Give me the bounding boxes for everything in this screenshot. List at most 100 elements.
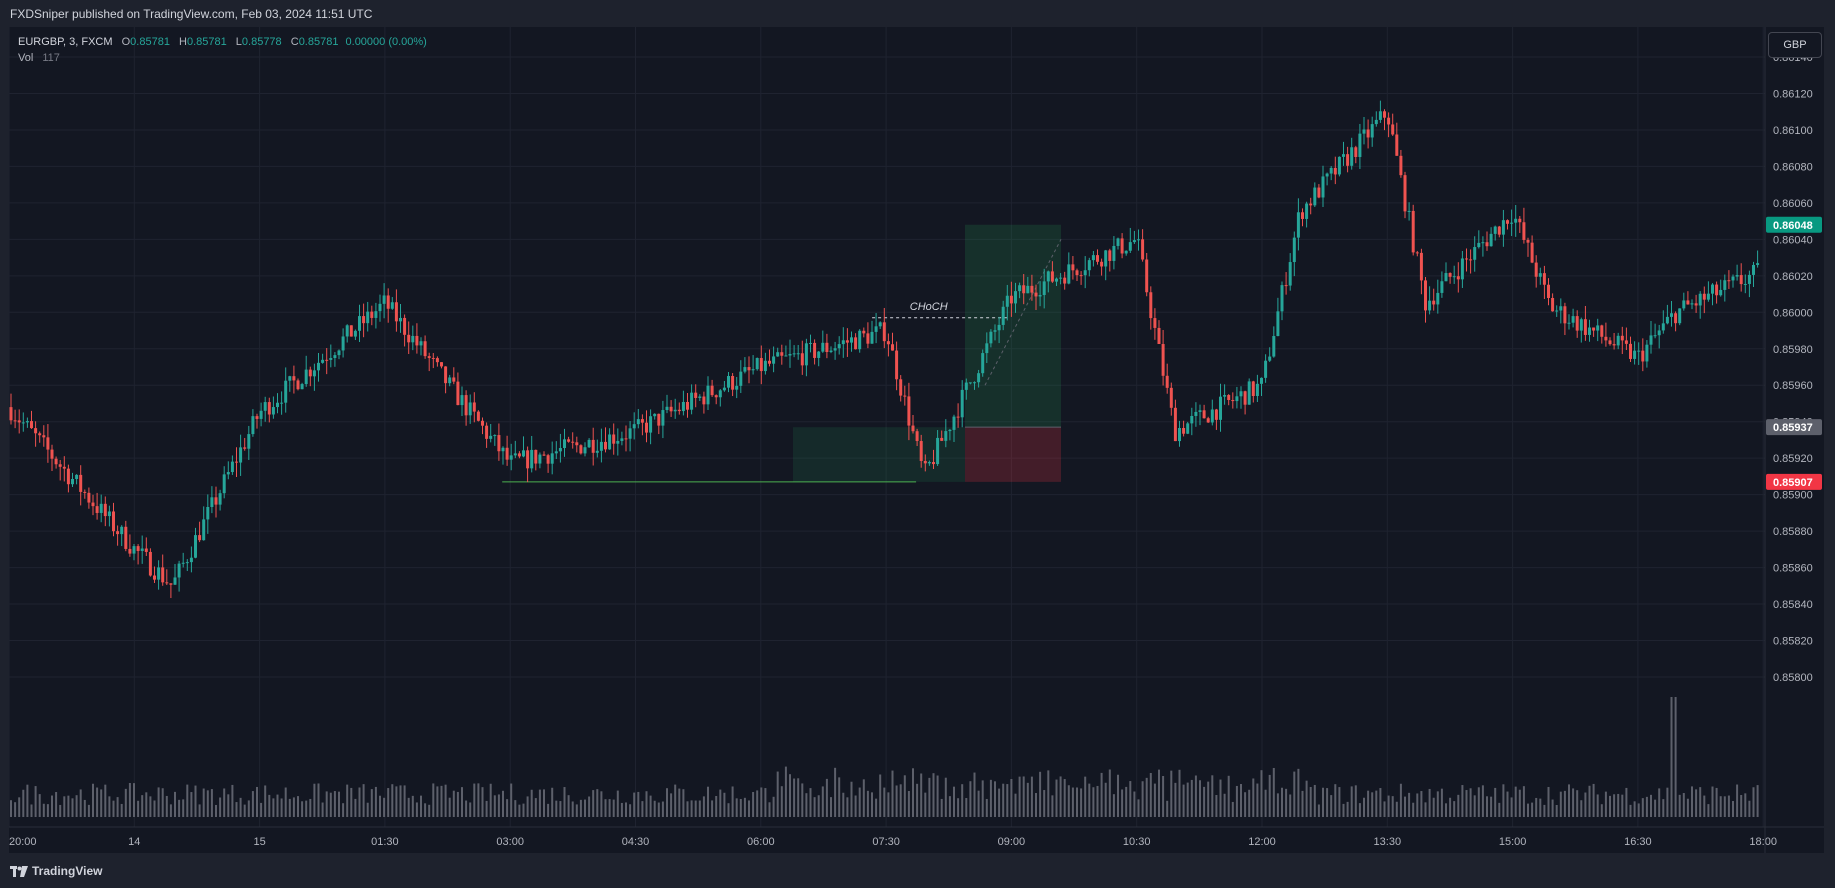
candle-body — [1231, 400, 1235, 402]
volume-bar — [309, 798, 312, 817]
volume-bar — [1588, 785, 1591, 817]
volume-bar — [243, 804, 246, 817]
volume-bar — [1030, 776, 1033, 817]
volume-bar — [850, 781, 853, 817]
volume-bar — [1153, 783, 1156, 817]
y-tick-label: 0.85840 — [1773, 599, 1813, 611]
volume-bar — [75, 795, 78, 817]
candle-body — [358, 316, 361, 331]
volume-bar — [1568, 784, 1570, 817]
candle-body — [784, 355, 788, 357]
candle-body — [456, 381, 460, 406]
volume-bar — [1674, 697, 1677, 817]
volume-bar — [1158, 769, 1160, 817]
candle-body — [800, 353, 804, 366]
candle-body — [312, 370, 316, 377]
candle-body — [956, 416, 960, 418]
volume-bar — [1125, 786, 1128, 817]
volume-bar — [67, 795, 70, 817]
candle-body — [1596, 325, 1600, 331]
candle-body — [165, 582, 169, 584]
candle-body — [1694, 303, 1698, 306]
volume-bar — [174, 791, 176, 817]
volume-bar — [637, 791, 640, 817]
entry-zone[interactable] — [793, 427, 965, 482]
candle-body — [1534, 262, 1538, 277]
candle-body — [665, 406, 669, 411]
candle-body — [755, 358, 759, 370]
volume-bar — [1535, 797, 1538, 817]
candle-body — [1108, 250, 1112, 261]
candle-body — [1063, 277, 1067, 284]
candle-body — [1198, 410, 1202, 412]
stop-loss-zone[interactable] — [965, 427, 1061, 482]
candle-body — [1682, 300, 1686, 309]
volume-bar — [1149, 772, 1152, 817]
volume-bar — [883, 787, 886, 817]
volume-bar — [1756, 785, 1759, 817]
candle-body — [952, 416, 956, 430]
candle-body — [1284, 285, 1288, 287]
volume-bar — [313, 783, 316, 817]
price-tag-stop: 0.85907 — [1773, 477, 1813, 489]
candle-body — [1579, 319, 1583, 331]
volume-bar — [1658, 788, 1661, 817]
candle-body — [374, 311, 378, 318]
candle-body — [1202, 410, 1206, 419]
volume-bar — [104, 784, 107, 817]
volume-bar — [1244, 792, 1247, 817]
chart-area[interactable]: 0.86140 0.86120 0.86100 0.86080 0.86060 0.860… — [9, 27, 1824, 853]
y-tick-label: 0.86080 — [1773, 161, 1813, 173]
candle-body — [960, 389, 964, 418]
volume-bar — [288, 798, 291, 817]
volume-bar — [735, 798, 738, 817]
candle-body — [1137, 239, 1140, 241]
volume-bar — [940, 798, 943, 817]
candle-body — [522, 450, 525, 457]
low-value: 0.85778 — [241, 36, 282, 48]
close-label: C — [290, 36, 299, 48]
candle-body — [1588, 327, 1591, 335]
volume-bar — [1445, 803, 1447, 817]
price-chart[interactable]: 0.861400.861200.861000.860800.860600.860… — [9, 27, 1824, 853]
candle-body — [690, 392, 694, 410]
volume-bar — [112, 800, 115, 817]
candle-body — [239, 447, 243, 463]
candle-body — [1235, 396, 1239, 402]
take-profit-zone[interactable] — [965, 224, 1061, 428]
volume-bar — [1420, 791, 1423, 817]
candle-body — [829, 350, 833, 353]
candle-body — [431, 357, 435, 359]
candle-body — [1055, 278, 1058, 282]
volume-bar — [953, 786, 955, 817]
volume-bar — [1334, 784, 1337, 817]
volume-bar — [674, 784, 677, 817]
footer-bar — [0, 853, 1835, 888]
volume-bar — [256, 786, 258, 817]
tradingview-brand[interactable]: TradingView — [10, 864, 102, 878]
candle-body — [788, 353, 792, 356]
volume-bar — [87, 804, 90, 817]
volume-bar — [1260, 770, 1263, 817]
volume-bar — [354, 798, 357, 817]
symbol-label[interactable]: EURGBP, 3, FXCM — [18, 36, 113, 48]
volume-bar — [620, 802, 623, 817]
volume-bar — [793, 778, 796, 817]
candle-body — [899, 379, 903, 396]
candle-body — [546, 455, 550, 464]
volume-bar — [108, 796, 111, 817]
candle-body — [148, 551, 152, 576]
candle-body — [34, 428, 38, 434]
volume-bar — [268, 794, 271, 817]
volume-bar — [444, 784, 447, 817]
candle-body — [345, 325, 349, 337]
candle-body — [1059, 277, 1063, 279]
candle-body — [1415, 252, 1419, 254]
volume-bar — [776, 771, 779, 817]
candle-body — [1071, 264, 1075, 271]
currency-button[interactable]: GBP — [1768, 32, 1822, 58]
candle-body — [419, 341, 423, 346]
candle-body — [554, 451, 558, 454]
volume-bar — [690, 800, 693, 817]
candle-body — [542, 454, 546, 456]
